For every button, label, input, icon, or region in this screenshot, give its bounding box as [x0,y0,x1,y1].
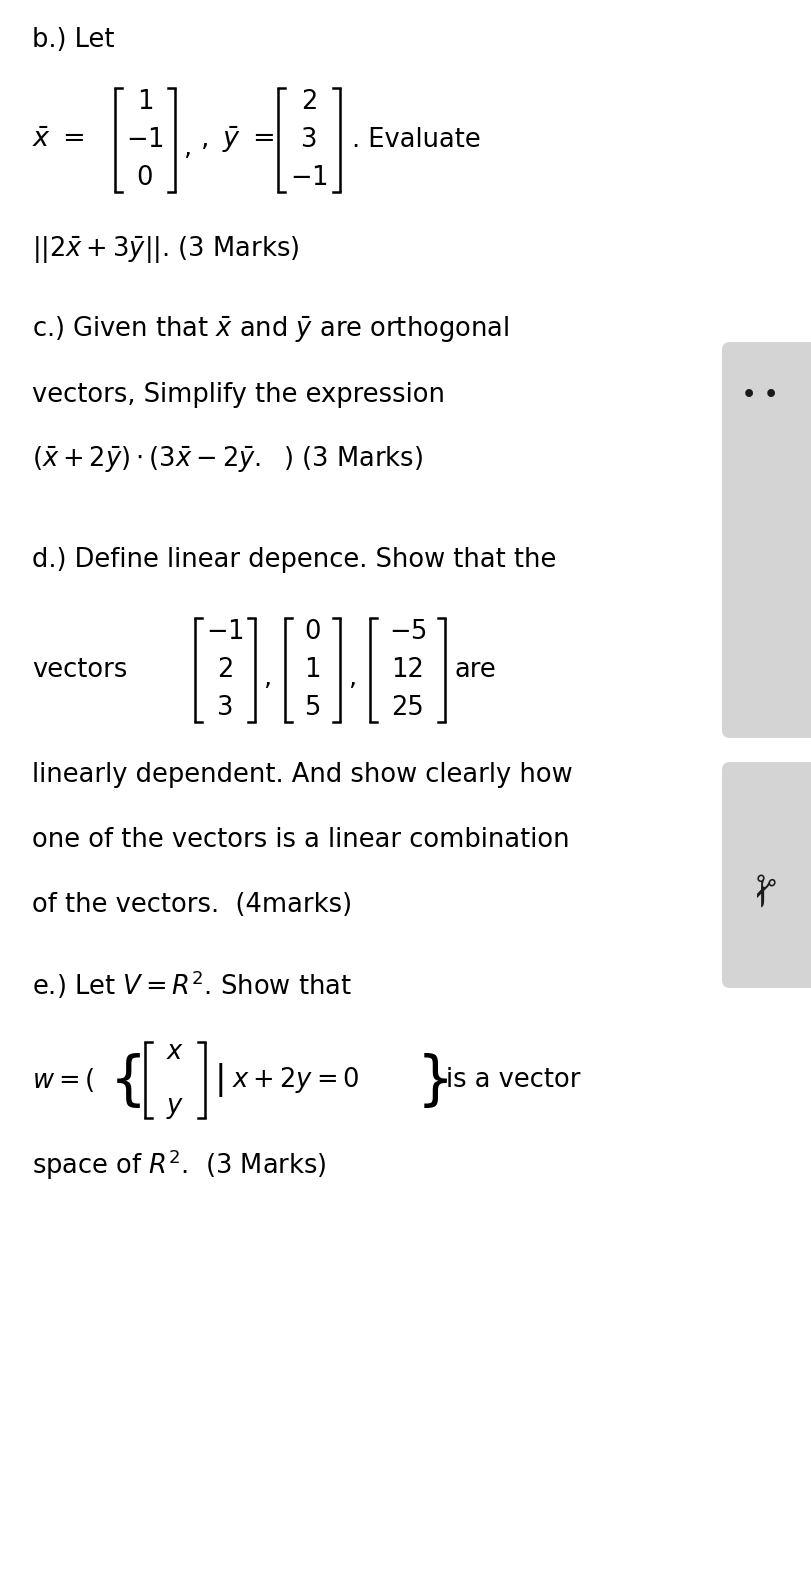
Text: are: are [454,657,496,683]
Text: $\}$: $\}$ [415,1051,448,1110]
Text: $y$: $y$ [165,1096,184,1121]
Text: $-1$: $-1$ [206,619,243,645]
Text: $-5$: $-5$ [388,619,426,645]
Text: $-1$: $-1$ [290,165,328,191]
Text: $(\bar{x} + 2\bar{y}) \cdot (3\bar{x} - 2\bar{y}.$  ) (3 Marks): $(\bar{x} + 2\bar{y}) \cdot (3\bar{x} - … [32,445,423,475]
Text: • •: • • [741,384,777,405]
Text: 5: 5 [304,696,320,721]
Text: 2: 2 [217,657,233,683]
Text: . Evaluate: . Evaluate [351,127,480,152]
Text: $x + 2y = 0$: $x + 2y = 0$ [232,1066,359,1096]
FancyBboxPatch shape [721,341,811,738]
Text: 1: 1 [304,657,320,683]
Text: ,: , [348,665,356,691]
Text: space of $R^2$.  (3 Marks): space of $R^2$. (3 Marks) [32,1148,326,1181]
Text: $-1$: $-1$ [126,127,164,152]
Text: of the vectors.  (4marks): of the vectors. (4marks) [32,892,352,918]
Text: b.) Let: b.) Let [32,27,114,52]
Text: one of the vectors is a linear combination: one of the vectors is a linear combinati… [32,827,569,853]
Text: c.) Given that $\bar{x}$ and $\bar{y}$ are orthogonal: c.) Given that $\bar{x}$ and $\bar{y}$ a… [32,314,508,345]
FancyBboxPatch shape [721,762,811,988]
Text: ✁: ✁ [738,872,780,907]
Text: $||2\bar{x} + 3\bar{y}||$. (3 Marks): $||2\bar{x} + 3\bar{y}||$. (3 Marks) [32,235,299,265]
Text: $x$: $x$ [165,1039,184,1066]
Text: is a vector: is a vector [445,1067,580,1093]
Text: 12: 12 [391,657,423,683]
Text: $\{$: $\{$ [109,1051,141,1110]
Text: 25: 25 [391,696,423,721]
Text: vectors: vectors [32,657,127,683]
Text: $w = ($: $w = ($ [32,1066,95,1094]
Text: |: | [215,1062,226,1097]
Text: 1: 1 [136,89,153,114]
Text: 0: 0 [136,165,153,191]
Text: 0: 0 [304,619,320,645]
Text: d.) Define linear depence. Show that the: d.) Define linear depence. Show that the [32,546,556,573]
Text: 2: 2 [300,89,317,114]
Text: ,: , [182,135,191,160]
Text: 3: 3 [300,127,317,152]
Text: ,: , [263,665,271,691]
Text: 3: 3 [217,696,233,721]
Text: vectors, Simplify the expression: vectors, Simplify the expression [32,383,444,408]
Text: e.) Let $V = R^2$. Show that: e.) Let $V = R^2$. Show that [32,969,351,1002]
Text: $,\ \bar{y}\ =$: $,\ \bar{y}\ =$ [200,125,274,156]
Text: linearly dependent. And show clearly how: linearly dependent. And show clearly how [32,762,572,788]
Text: $\bar{x}\ =$: $\bar{x}\ =$ [32,127,84,152]
